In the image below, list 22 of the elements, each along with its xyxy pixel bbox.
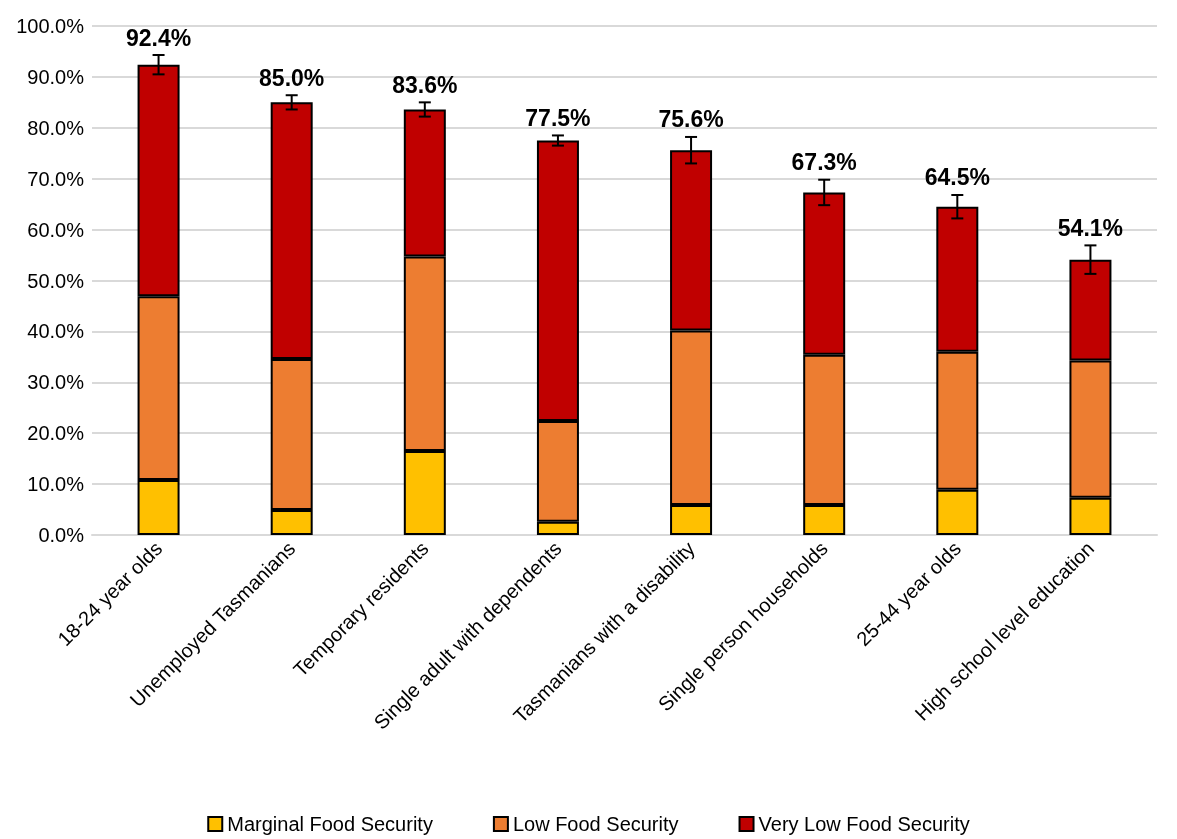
legend-label: Very Low Food Security [758,813,970,835]
y-tick-label: 80.0% [27,116,85,139]
y-tick-label: 20.0% [27,422,85,445]
y-tick-label: 40.0% [27,320,85,343]
y-tick-label: 50.0% [27,269,85,292]
y-tick-label: 60.0% [27,218,85,241]
y-tick-label: 90.0% [27,65,85,88]
y-tick-label: 30.0% [27,371,85,394]
y-tick-label: 10.0% [27,473,85,496]
total-label: 92.4% [125,24,192,51]
total-label: 85.0% [259,64,325,91]
y-tick-label: 100.0% [16,15,85,37]
legend-label: Low Food Security [512,813,679,835]
y-tick-label: 70.0% [27,167,85,190]
total-label: 54.1% [1057,214,1124,241]
legend-label: Marginal Food Security [227,813,433,835]
total-label: 83.6% [392,71,458,98]
total-label: 64.5% [924,164,990,191]
total-label: 77.5% [525,104,591,131]
total-label: 75.6% [658,106,724,133]
total-label: 67.3% [791,149,857,176]
y-tick-label: 0.0% [38,524,85,546]
